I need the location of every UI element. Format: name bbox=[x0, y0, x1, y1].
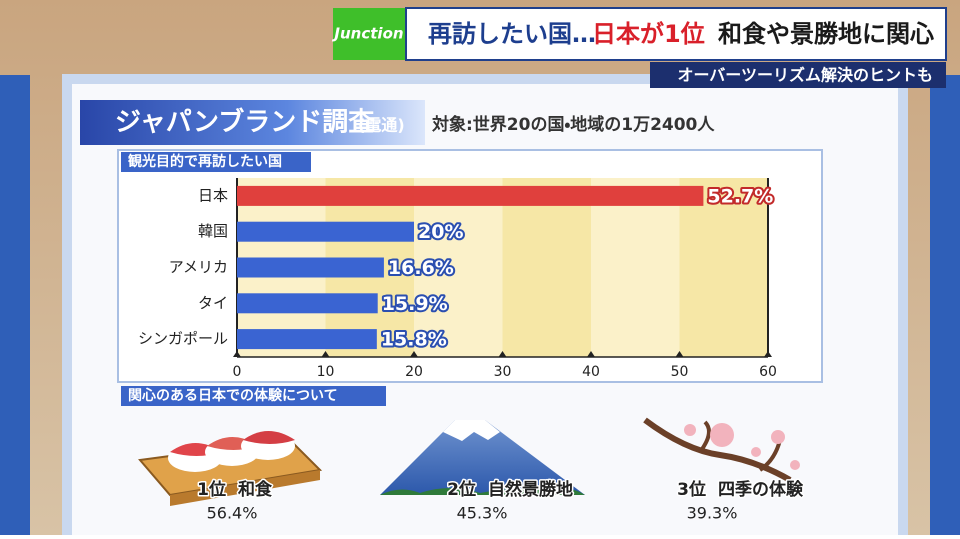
x-tick-label: 40 bbox=[582, 364, 600, 380]
section-title: 関心のある日本での体験について bbox=[128, 387, 338, 404]
logo-box bbox=[333, 8, 406, 60]
value-label: 15.9% bbox=[382, 293, 448, 315]
x-tick-label: 20 bbox=[405, 364, 423, 380]
x-tick-label: 30 bbox=[494, 364, 512, 380]
value-label: 15.8% bbox=[381, 329, 447, 351]
blossom-illustration bbox=[643, 417, 800, 483]
mountain-illustration bbox=[380, 420, 585, 495]
tick-mark bbox=[498, 351, 507, 357]
value-label: 16.6% bbox=[388, 257, 454, 279]
tick-mark bbox=[410, 351, 418, 357]
grid-band bbox=[414, 178, 503, 357]
experience-share: 39.3% bbox=[687, 504, 738, 523]
x-tick-label: 60 bbox=[759, 364, 777, 380]
bar bbox=[237, 293, 378, 314]
category-label: 韓国 bbox=[198, 222, 228, 240]
x-tick-label: 10 bbox=[317, 364, 335, 380]
category-label: 日本 bbox=[198, 186, 228, 204]
subheadline: オーバーツーリズム解決のヒントも bbox=[677, 66, 933, 85]
side-panel bbox=[930, 75, 960, 535]
board-title-bar bbox=[80, 100, 425, 145]
plot: 0 10 20 30 40 50 60 日本 52.7% 韓国 20% アメリカ 16.6% タイ 15.9… bbox=[138, 178, 777, 380]
x-tick-label: 0 bbox=[233, 364, 242, 380]
tick-mark bbox=[675, 351, 684, 357]
tick-mark bbox=[321, 351, 330, 357]
side-panel bbox=[0, 75, 30, 535]
value-label: 52.7% bbox=[707, 185, 773, 207]
sushi-illustration bbox=[138, 431, 323, 506]
experience-share: 56.4% bbox=[207, 504, 258, 523]
board-target: 対象:世界20の国・地域の1万2400人 bbox=[431, 114, 715, 135]
headline: 日本が1位 bbox=[592, 20, 705, 48]
headline: 和食や景勝地に関心 bbox=[718, 20, 934, 48]
experience-rank: 3位 bbox=[677, 479, 706, 500]
bar bbox=[237, 329, 377, 350]
grid-band bbox=[502, 178, 591, 357]
value-label: 20% bbox=[418, 221, 463, 243]
grid-band bbox=[679, 178, 768, 357]
board-title: ジャパンブランド調査 bbox=[115, 107, 374, 138]
experience-list: 1位 和食 56.4% 2位 自然景勝地 45.3% 3位 四季の体験 39.3% bbox=[196, 478, 806, 523]
logo: Junction bbox=[331, 25, 403, 43]
board-source: (電通) bbox=[358, 116, 405, 135]
chart-title-box bbox=[121, 152, 311, 172]
tick-mark bbox=[587, 351, 595, 357]
headline-box bbox=[405, 7, 947, 61]
experience-label: 四季の体験 bbox=[718, 479, 804, 500]
headline: 再訪したい国… bbox=[428, 20, 596, 48]
chart-title: 観光目的で再訪したい国 bbox=[128, 153, 282, 170]
experience-rank: 1位 bbox=[197, 479, 226, 500]
section-title-box bbox=[121, 386, 386, 406]
bar bbox=[237, 257, 384, 278]
x-tick-label: 50 bbox=[671, 364, 689, 380]
category-label: シンガポール bbox=[138, 330, 228, 348]
category-label: タイ bbox=[198, 294, 228, 312]
bar bbox=[237, 185, 704, 206]
category-label: アメリカ bbox=[169, 258, 228, 276]
experience-label: 自然景勝地 bbox=[488, 479, 573, 500]
experience-rank: 2位 bbox=[447, 479, 476, 500]
subheadline-box bbox=[650, 62, 946, 88]
experience-share: 45.3% bbox=[457, 504, 508, 523]
grid-band bbox=[591, 178, 680, 357]
experience-label: 和食 bbox=[238, 479, 272, 500]
bar bbox=[237, 221, 414, 242]
